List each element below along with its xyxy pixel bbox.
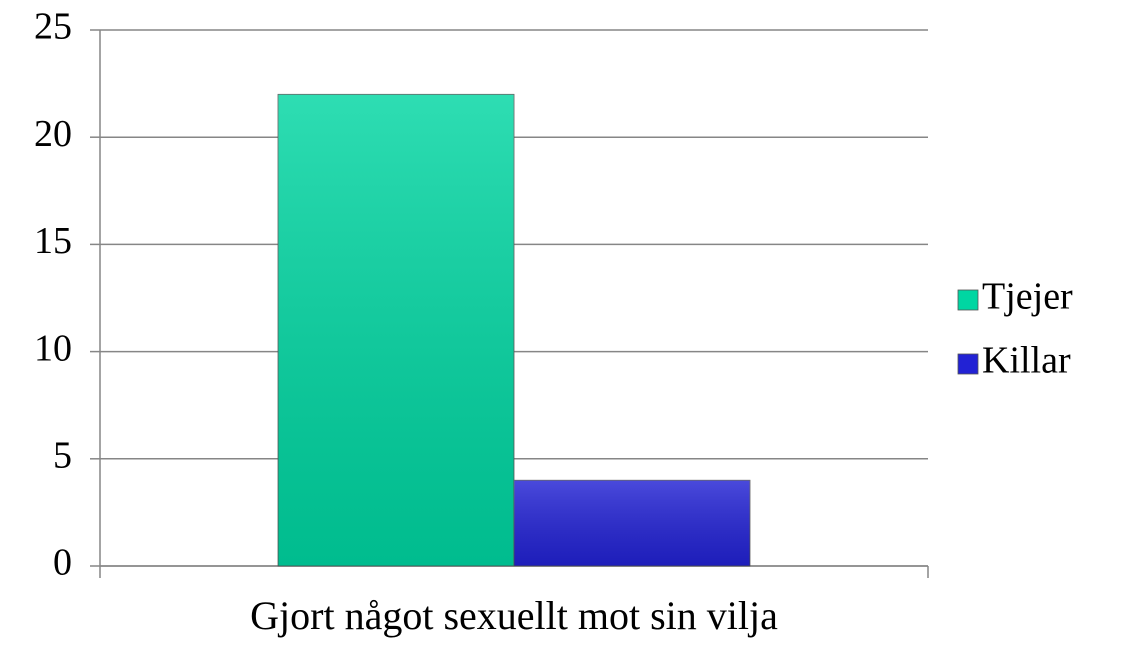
bar [277,93,515,567]
x-tick-label: Gjort något sexuellt mot sin vilja [250,593,778,638]
bar [513,479,751,567]
y-tick-label: 0 [53,542,72,584]
y-tick-label: 20 [34,113,72,155]
legend-swatch [957,289,979,311]
y-tick-label: 25 [34,6,72,48]
legend-label: Tjejer [982,276,1073,318]
y-tick-label: 10 [34,327,72,369]
legend-label: Killar [982,340,1071,382]
y-tick-label: 5 [53,435,72,477]
y-tick-label: 15 [34,220,72,262]
legend-swatch [957,353,979,375]
